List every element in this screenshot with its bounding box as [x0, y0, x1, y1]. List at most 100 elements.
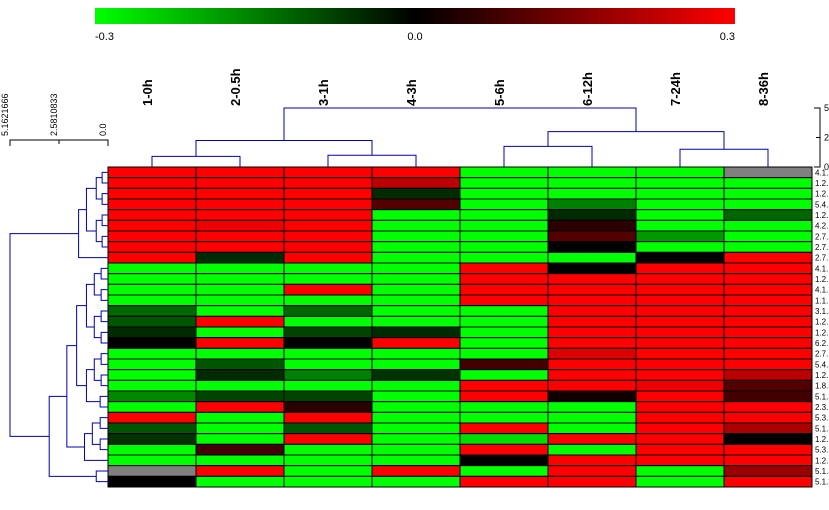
heatmap-cell [284, 284, 372, 295]
heatmap-cell [460, 295, 548, 306]
svg-text:3-1h: 3-1h [316, 79, 331, 106]
heatmap-cell [548, 167, 636, 178]
heatmap-cell [108, 306, 196, 317]
heatmap-cell [724, 444, 812, 455]
heatmap-cell [196, 380, 284, 391]
heatmap-cell [636, 178, 724, 189]
heatmap-cell [196, 284, 284, 295]
heatmap-cell [724, 391, 812, 402]
heatmap-cell [460, 274, 548, 285]
heatmap-cell [460, 252, 548, 263]
heatmap-cell [284, 359, 372, 370]
heatmap-cell [372, 178, 460, 189]
heatmap-cell [108, 391, 196, 402]
heatmap-cell [372, 210, 460, 221]
heatmap-cell [460, 412, 548, 423]
heatmap-cell [460, 380, 548, 391]
heatmap-cell [548, 338, 636, 349]
heatmap-cell [372, 444, 460, 455]
heatmap-cell [548, 423, 636, 434]
heatmap-cell [284, 263, 372, 274]
col-dendrogram [152, 108, 768, 167]
heatmap-cell [636, 338, 724, 349]
heatmap-cell [724, 252, 812, 263]
svg-text:5.4.2.2: 5.4.2.2 [815, 360, 829, 369]
heatmap-cell [108, 284, 196, 295]
heatmap-cell [372, 476, 460, 487]
heatmap-cell [372, 242, 460, 253]
heatmap-cell [548, 380, 636, 391]
heatmap-cell [460, 188, 548, 199]
heatmap-cell [284, 220, 372, 231]
svg-text:1.2.1.3: 1.2.1.3 [815, 371, 829, 380]
heatmap-cell [724, 274, 812, 285]
heatmap-cell [724, 263, 812, 274]
svg-text:2.7.1.40: 2.7.1.40 [815, 243, 829, 252]
heatmap-cell [108, 370, 196, 381]
heatmap-cell [548, 263, 636, 274]
heatmap [108, 167, 812, 487]
heatmap-cell [460, 284, 548, 295]
heatmap-cell [108, 434, 196, 445]
svg-text:2.5810833: 2.5810833 [49, 93, 59, 136]
heatmap-cell [636, 263, 724, 274]
heatmap-cell [636, 412, 724, 423]
heatmap-cell [372, 306, 460, 317]
heatmap-cell [284, 167, 372, 178]
svg-text:2.7.1.1: 2.7.1.1 [815, 254, 829, 263]
svg-text:0.3: 0.3 [720, 31, 735, 43]
svg-text:5.1.3.3: 5.1.3.3 [815, 392, 829, 401]
heatmap-cell [372, 391, 460, 402]
heatmap-cell [372, 412, 460, 423]
heatmap-cell [372, 252, 460, 263]
heatmap-cell [548, 434, 636, 445]
svg-text:1.1.1.27: 1.1.1.27 [815, 296, 829, 305]
heatmap-cell [284, 210, 372, 221]
heatmap-cell [284, 188, 372, 199]
heatmap-cell [548, 210, 636, 221]
heatmap-cell [108, 167, 196, 178]
heatmap-cell [460, 348, 548, 359]
heatmap-cell [108, 210, 196, 221]
heatmap-cell [548, 444, 636, 455]
svg-text:2.7.2.3: 2.7.2.3 [815, 232, 829, 241]
heatmap-cell [460, 434, 548, 445]
heatmap-cell [460, 242, 548, 253]
heatmap-cell [724, 380, 812, 391]
heatmap-cell [724, 476, 812, 487]
heatmap-cell [724, 455, 812, 466]
svg-text:5.3.1.9: 5.3.1.9 [815, 414, 829, 423]
heatmap-cell [548, 274, 636, 285]
svg-text:1.2.1.12: 1.2.1.12 [815, 435, 829, 444]
heatmap-cell [196, 423, 284, 434]
heatmap-cell [724, 199, 812, 210]
svg-text:3.1.3.11: 3.1.3.11 [815, 307, 829, 316]
heatmap-cell [636, 423, 724, 434]
heatmap-cell [108, 359, 196, 370]
heatmap-cell [724, 434, 812, 445]
heatmap-cell [196, 306, 284, 317]
heatmap-cell [548, 231, 636, 242]
heatmap-cell [636, 466, 724, 477]
heatmap-cell [460, 370, 548, 381]
heatmap-cell [460, 210, 548, 221]
heatmap-cell [724, 284, 812, 295]
heatmap-cell [548, 455, 636, 466]
heatmap-cell [196, 252, 284, 263]
heatmap-cell [460, 423, 548, 434]
heatmap-cell [108, 402, 196, 413]
heatmap-cell [636, 274, 724, 285]
heatmap-cell [724, 210, 812, 221]
heatmap-cell [724, 412, 812, 423]
heatmap-cell [196, 338, 284, 349]
heatmap-cell [372, 348, 460, 359]
heatmap-cell [196, 359, 284, 370]
svg-text:1.8.1.4: 1.8.1.4 [815, 382, 829, 391]
heatmap-cell [372, 263, 460, 274]
heatmap-cell [548, 284, 636, 295]
heatmap-cell [284, 295, 372, 306]
heatmap-cell [460, 444, 548, 455]
heatmap-cell [108, 380, 196, 391]
svg-text:0.0: 0.0 [98, 123, 108, 136]
heatmap-cell [284, 348, 372, 359]
